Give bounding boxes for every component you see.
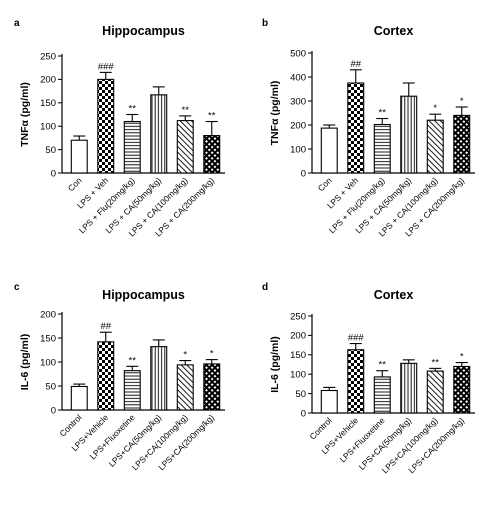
panel-letter: a	[14, 18, 20, 29]
bar	[453, 114, 471, 174]
bar	[373, 376, 391, 414]
bar	[426, 370, 444, 414]
significance-marker: ##	[100, 321, 111, 332]
bar	[347, 82, 365, 174]
y-axis-label: TNFα (pg/ml)	[19, 82, 31, 147]
y-axis-label: TNFα (pg/ml)	[269, 81, 281, 146]
y-axis-label: IL-6 (pg/ml)	[19, 334, 31, 391]
chart-panel-a: a Hippocampus 0 50 100 150 200 250 TNFα (pg/ml) C…	[14, 18, 225, 239]
y-tick-label: 250	[40, 51, 56, 62]
significance-marker: *	[460, 352, 464, 363]
chart-title: Cortex	[374, 288, 414, 302]
y-tick-label: 100	[40, 357, 56, 368]
y-tick-label: 150	[290, 350, 306, 361]
bar	[97, 78, 115, 174]
y-tick-label: 400	[290, 72, 306, 83]
y-tick-label: 500	[290, 48, 306, 59]
y-tick-label: 50	[295, 389, 306, 400]
significance-marker: **	[379, 108, 387, 119]
y-tick-label: 0	[301, 168, 306, 179]
y-tick-label: 0	[51, 168, 56, 179]
bar	[150, 94, 168, 174]
x-category-label: Con	[66, 175, 84, 193]
bar	[203, 363, 221, 411]
chart-title: Hippocampus	[102, 288, 185, 302]
bar	[97, 341, 115, 411]
y-tick-label: 50	[45, 381, 56, 392]
bar	[150, 346, 168, 411]
bar	[320, 389, 338, 414]
significance-marker: ###	[348, 333, 365, 344]
y-tick-label: 200	[290, 120, 306, 131]
significance-marker: **	[129, 355, 137, 366]
bar	[70, 139, 88, 174]
significance-marker: **	[379, 360, 387, 371]
chart-panel-b: b Cortex 0 100 200 300 400 500 TNFα (pg/ml) Con ##…	[262, 18, 475, 239]
x-category-label: Con	[316, 175, 334, 193]
y-tick-label: 150	[40, 333, 56, 344]
y-tick-label: 250	[290, 311, 306, 322]
bar	[203, 135, 221, 174]
bar	[320, 127, 338, 174]
bar	[123, 370, 141, 411]
y-tick-label: 100	[40, 122, 56, 133]
bar	[176, 120, 194, 174]
significance-marker: *	[183, 350, 187, 361]
y-tick-label: 0	[301, 408, 306, 419]
significance-marker: **	[208, 111, 216, 122]
bar	[400, 95, 418, 174]
bar	[373, 123, 391, 174]
bar	[70, 385, 88, 411]
bar	[347, 349, 365, 414]
y-tick-label: 50	[45, 145, 56, 156]
y-axis-label: IL-6 (pg/ml)	[269, 336, 281, 393]
panel-letter: b	[262, 18, 268, 29]
chart-title: Cortex	[374, 24, 414, 38]
y-tick-label: 100	[290, 370, 306, 381]
panel-letter: c	[14, 282, 20, 293]
bar	[453, 365, 471, 414]
significance-marker: **	[129, 104, 137, 115]
significance-marker: ###	[98, 61, 115, 72]
y-tick-label: 0	[51, 405, 56, 416]
significance-marker: **	[182, 105, 190, 116]
y-tick-label: 150	[40, 98, 56, 109]
y-tick-label: 200	[40, 309, 56, 320]
y-tick-label: 200	[40, 75, 56, 86]
significance-marker: ##	[350, 59, 361, 70]
bar	[176, 364, 194, 411]
chart-title: Hippocampus	[102, 24, 185, 38]
bar	[426, 119, 444, 174]
y-tick-label: 200	[290, 331, 306, 342]
bar	[123, 120, 141, 174]
significance-marker: *	[210, 349, 214, 360]
panel-letter: d	[262, 282, 268, 293]
bar	[400, 362, 418, 414]
y-tick-label: 300	[290, 96, 306, 107]
y-tick-label: 100	[290, 144, 306, 155]
significance-marker: *	[460, 96, 464, 107]
significance-marker: *	[433, 103, 437, 114]
significance-marker: **	[432, 357, 440, 368]
